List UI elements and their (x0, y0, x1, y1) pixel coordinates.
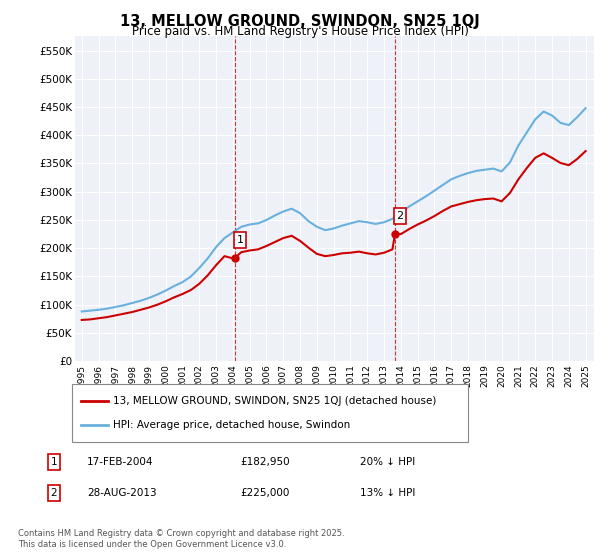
Text: 2: 2 (397, 211, 404, 221)
Text: 28-AUG-2013: 28-AUG-2013 (87, 488, 157, 498)
Text: 2: 2 (50, 488, 58, 498)
Text: 1: 1 (50, 457, 58, 467)
Text: 13, MELLOW GROUND, SWINDON, SN25 1QJ (detached house): 13, MELLOW GROUND, SWINDON, SN25 1QJ (de… (113, 396, 436, 407)
Text: Price paid vs. HM Land Registry's House Price Index (HPI): Price paid vs. HM Land Registry's House … (131, 25, 469, 38)
Text: 13, MELLOW GROUND, SWINDON, SN25 1QJ: 13, MELLOW GROUND, SWINDON, SN25 1QJ (120, 14, 480, 29)
Text: HPI: Average price, detached house, Swindon: HPI: Average price, detached house, Swin… (113, 419, 350, 430)
Text: £182,950: £182,950 (240, 457, 290, 467)
Text: Contains HM Land Registry data © Crown copyright and database right 2025.
This d: Contains HM Land Registry data © Crown c… (18, 529, 344, 549)
Text: 20% ↓ HPI: 20% ↓ HPI (360, 457, 415, 467)
Text: 17-FEB-2004: 17-FEB-2004 (87, 457, 154, 467)
Text: 13% ↓ HPI: 13% ↓ HPI (360, 488, 415, 498)
Text: 1: 1 (236, 235, 244, 245)
Text: £225,000: £225,000 (240, 488, 289, 498)
